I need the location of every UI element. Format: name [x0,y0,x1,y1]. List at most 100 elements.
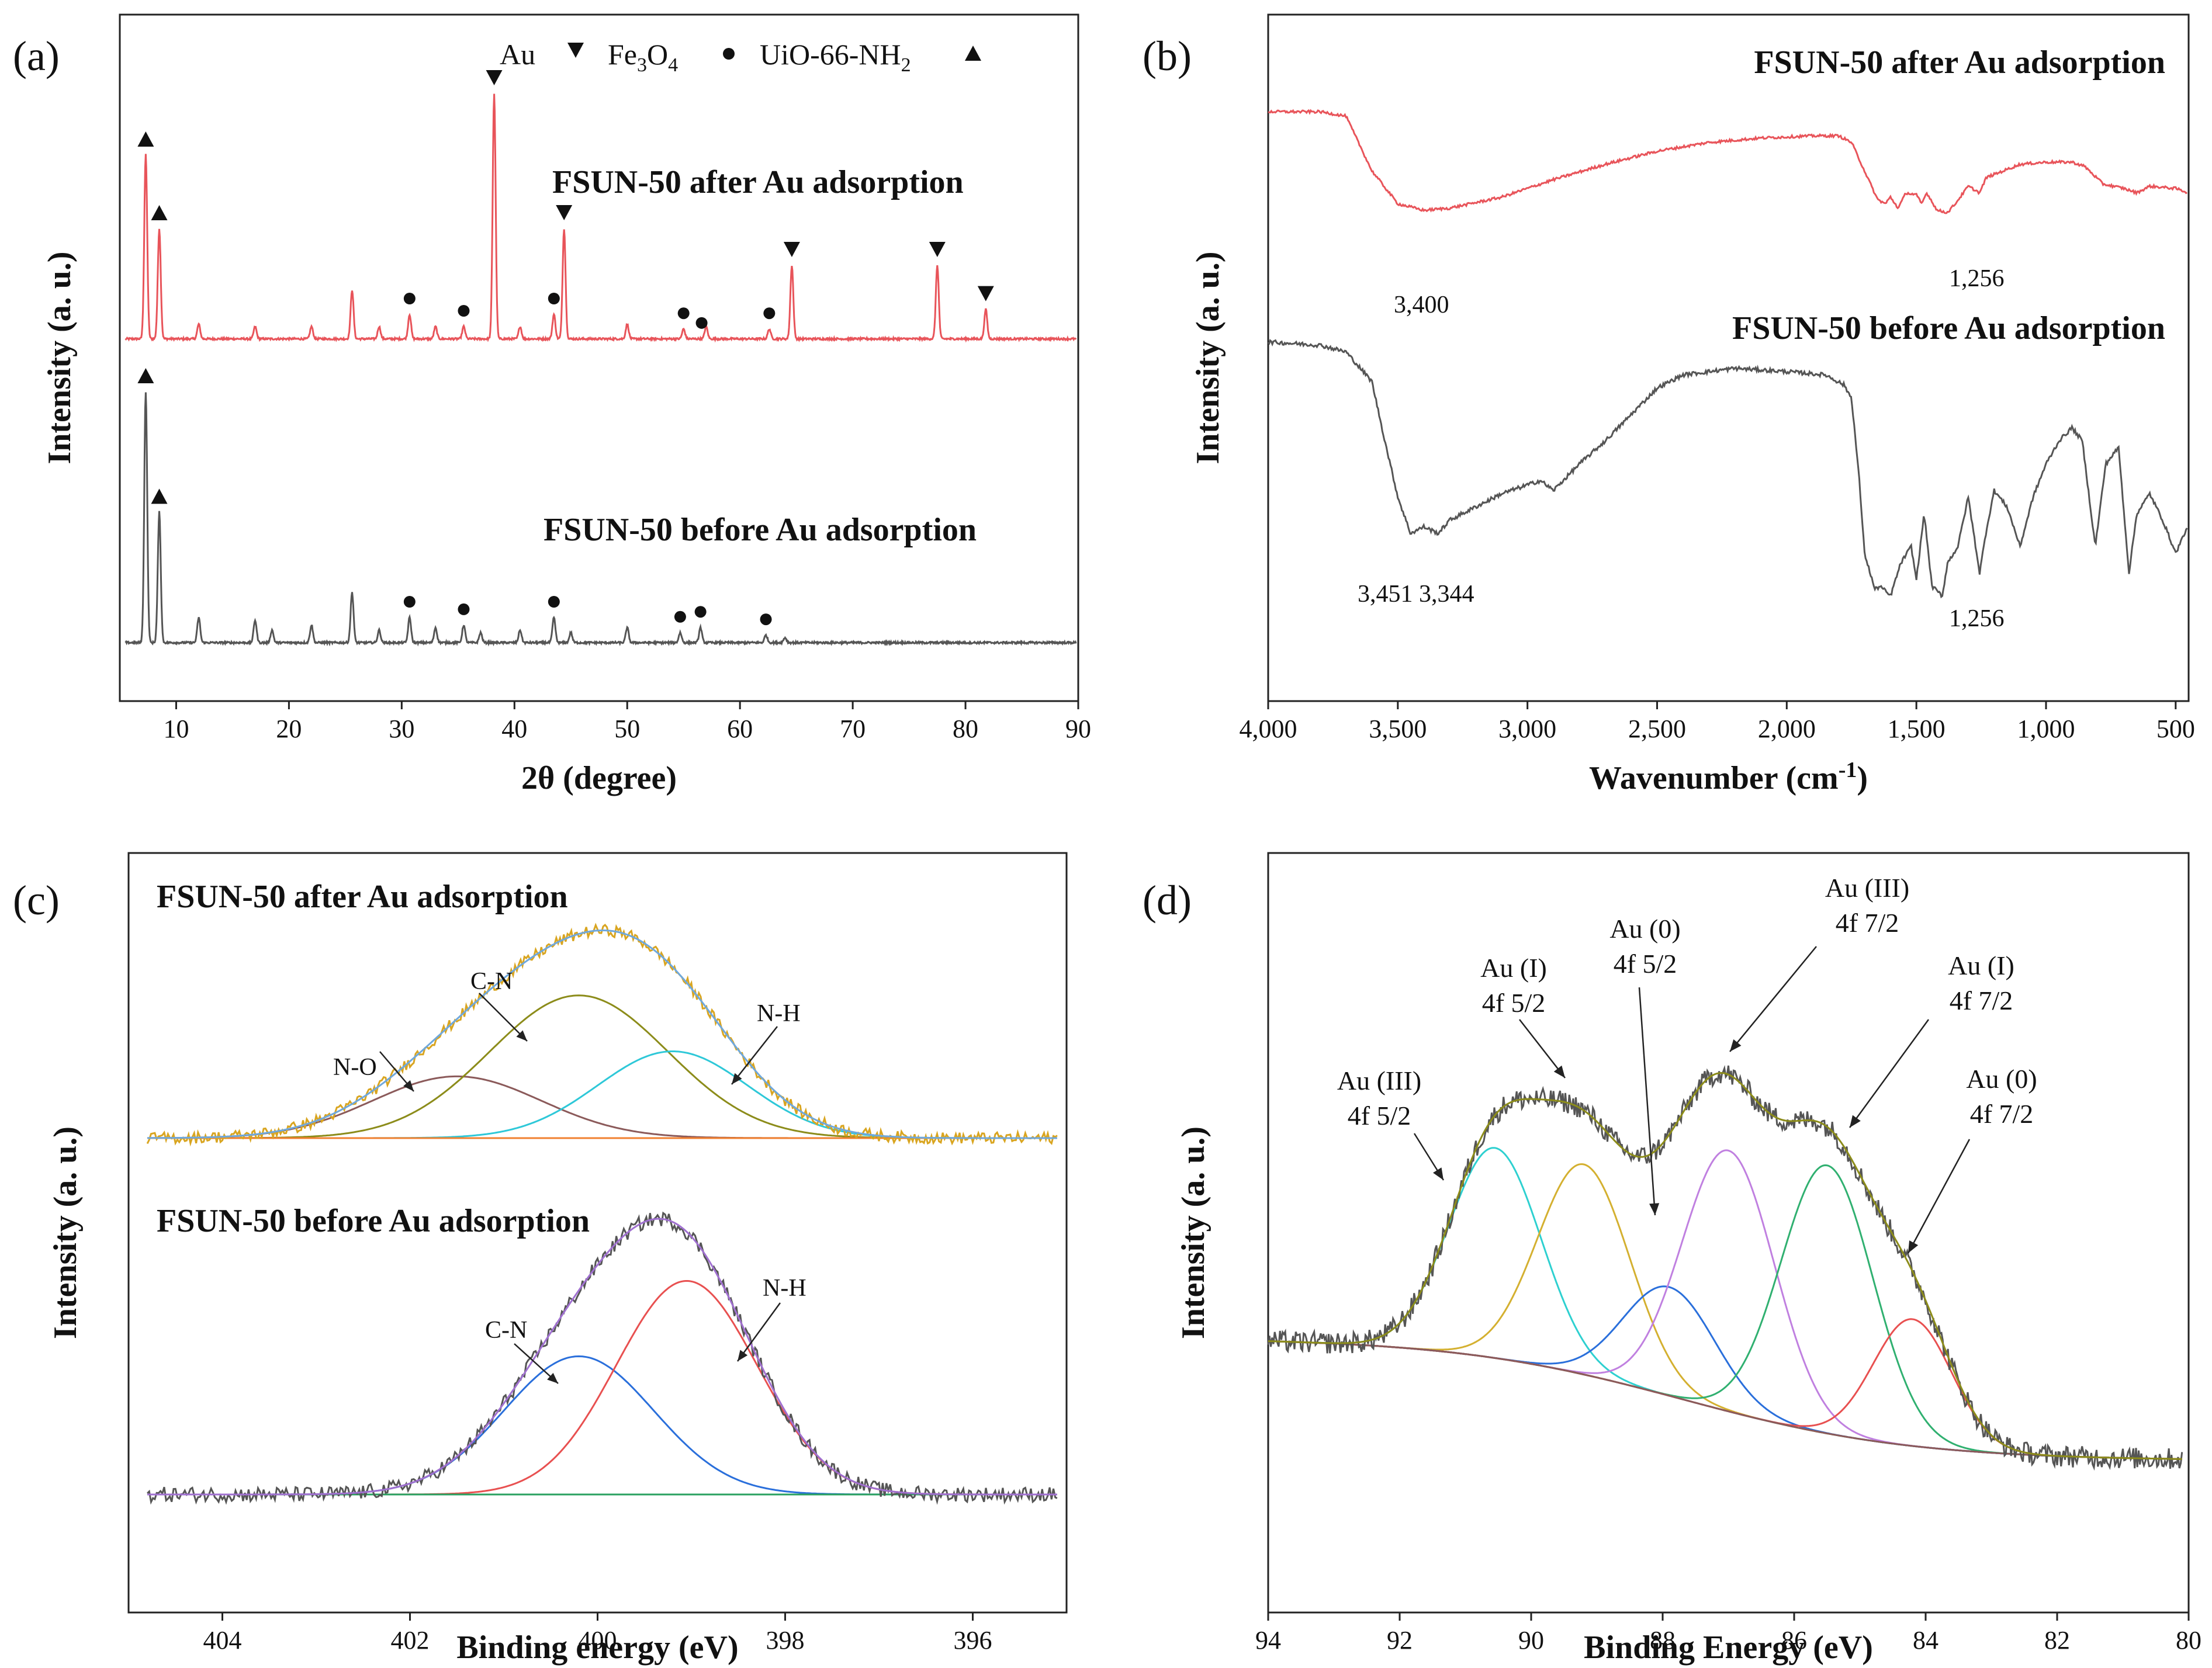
circle-marker [403,293,416,304]
annotation: 3,451 3,344 [1358,581,1474,608]
series-label: FSUN-50 before Au adsorption [157,1203,590,1239]
x-tick-label: 396 [954,1626,992,1655]
x-tick-label: 40 [501,715,527,743]
fit-envelope [147,930,1057,1139]
arrow-head [1730,1039,1742,1052]
x-tick-label: 1,500 [1888,715,1946,743]
peak-label: 4f 5/2 [1482,988,1546,1018]
x-tick-label: 400 [579,1626,617,1655]
x-tick-label: 90 [1518,1626,1544,1655]
x-tick-label: 2,500 [1628,715,1686,743]
panel-d-frame [1267,852,2190,1614]
arrow-head [516,1030,527,1041]
x-tick-label: 3,000 [1498,715,1556,743]
x-tick-label: 3,500 [1369,715,1427,743]
peak-label: 4f 7/2 [1950,986,2013,1015]
panel-c: (c) 404 402 400 398 396 Binding energy (eV) Int… [13,852,1068,1666]
circle-marker [723,48,735,60]
panel-d: (d) 94 92 90 88 86 84 82 80 Binding Energy (eV) In… [1143,852,2201,1666]
legend-fe3o4-text: Fe3O4 [608,38,678,76]
component-peak [1268,1164,2182,1460]
y-axis-title: Intensity (a. u.) [47,1126,84,1339]
triangle-down-marker [567,43,584,58]
series-label: FSUN-50 before Au adsorption [1732,310,2165,346]
annotation-arrow [1907,1139,1971,1254]
circle-marker [674,611,686,623]
peak-label: N-H [757,1000,801,1027]
annotation-arrow [1638,987,1656,1216]
arrow-head [732,1073,742,1084]
panel-b: (b) 4,000 3,500 3,000 2,500 2,000 1,500 1,000 50… [1143,13,2195,796]
panel-c-letter: (c) [13,877,60,924]
x-axis-title: 2θ (degree) [521,760,677,796]
series-label: FSUN-50 after Au adsorption [552,164,964,200]
component-peak [147,1355,1057,1496]
x-tick-label: 50 [614,715,640,743]
peak-label: Au (0) [1966,1064,2037,1094]
component-peak [147,994,1057,1139]
fit-envelope [1268,1072,2182,1460]
x-axis-title: Wavenumber (cm-1) [1589,758,1868,796]
y-axis-title: Intensity (a. u.) [41,251,78,464]
x-tick-label: 88 [1650,1626,1676,1655]
triangle-up-marker [151,205,168,220]
annotation-arrow [479,993,528,1042]
peak-label: N-H [763,1275,806,1302]
legend-uio-text: UiO-66-NH2 [760,38,911,76]
peak-label: C-N [485,1317,527,1344]
ftir-series-line [1267,339,2188,599]
y-axis-title: Intensity (a. u.) [1190,251,1226,464]
panel-b-frame [1267,13,2190,702]
annotation-arrow [731,1026,778,1085]
circle-marker [760,613,772,626]
fit-envelope [147,1218,1057,1496]
peak-label: Au (III) [1337,1066,1421,1095]
x-axis-title: Binding energy (eV) [456,1629,738,1666]
x-tick-label: 1,000 [2017,715,2075,743]
triangle-up-marker [137,131,154,147]
x-tick-label: 404 [203,1626,242,1655]
arrow-head [1649,1203,1660,1215]
component-peak [1268,1318,2182,1460]
xrd-series-line [124,93,1077,343]
x-tick-label: 10 [163,715,189,743]
x-tick-label: 60 [727,715,753,743]
arrow-head [1432,1167,1443,1180]
arrow-head [1908,1240,1919,1253]
annotation-arrow [1519,1019,1566,1079]
x-tick-label: 92 [1387,1626,1413,1655]
component-peak [147,1075,1057,1139]
x-tick-label: 80 [953,715,978,743]
component-peak [1268,1285,2182,1460]
x-tick-label: 402 [391,1626,430,1655]
component-peak [1268,1147,2182,1460]
x-tick-label: 500 [2156,715,2195,743]
component-peak [1268,1163,2182,1460]
triangle-down-marker [556,205,573,220]
series-label: FSUN-50 after Au adsorption [1754,44,2165,81]
triangle-up-marker [965,46,981,61]
circle-marker [763,307,776,320]
series-label: FSUN-50 after Au adsorption [157,879,568,915]
circle-marker [458,305,470,317]
panel-a-letter: (a) [13,33,60,79]
circle-marker [677,307,690,320]
circle-marker [695,317,708,329]
triangle-down-marker [977,286,994,301]
xrd-series-line [124,392,1077,647]
peak-label: 4f 5/2 [1614,949,1677,979]
component-peak [1268,1149,2182,1460]
x-tick-label: 70 [840,715,866,743]
triangle-down-marker [783,242,800,257]
peak-label: 4f 7/2 [1836,908,1899,938]
panel-a: (a) 10 20 30 40 50 60 70 80 90 2θ (degree) Intensit… [13,13,1091,796]
panel-a-frame [119,13,1079,702]
arrow-head [1850,1115,1861,1128]
legend: Au Fe3O4 UiO-66-NH2 [500,38,981,76]
series-label: FSUN-50 before Au adsorption [544,512,977,548]
circle-marker [458,603,470,615]
x-tick-label: 2,000 [1758,715,1816,743]
arrow-head [547,1372,558,1383]
annotation: 1,256 [1949,605,2005,632]
